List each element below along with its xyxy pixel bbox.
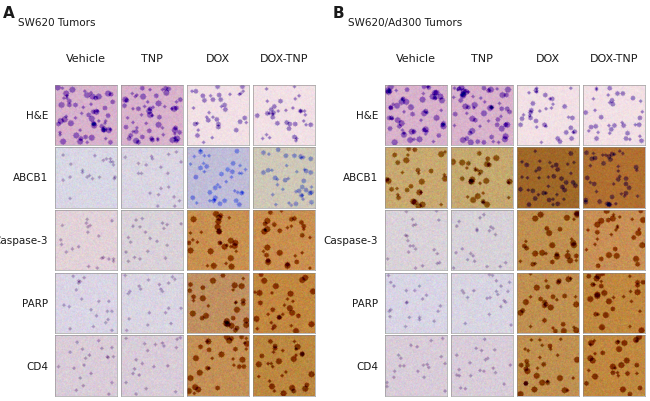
- Text: DOX: DOX: [536, 54, 560, 64]
- Text: ABCB1: ABCB1: [343, 173, 378, 183]
- Text: DOX: DOX: [206, 54, 230, 64]
- Text: ABCB1: ABCB1: [13, 173, 48, 183]
- Text: Vehicle: Vehicle: [66, 54, 106, 64]
- Text: DOX-TNP: DOX-TNP: [590, 54, 638, 64]
- Text: DOX-TNP: DOX-TNP: [260, 54, 308, 64]
- Text: SW620 Tumors: SW620 Tumors: [18, 18, 96, 28]
- Text: Caspase-3: Caspase-3: [324, 236, 378, 245]
- Text: B: B: [333, 6, 344, 21]
- Text: SW620/Ad300 Tumors: SW620/Ad300 Tumors: [348, 18, 462, 28]
- Text: H&E: H&E: [356, 111, 378, 120]
- Text: Caspase-3: Caspase-3: [0, 236, 48, 245]
- Text: TNP: TNP: [471, 54, 493, 64]
- Text: Vehicle: Vehicle: [396, 54, 436, 64]
- Text: A: A: [3, 6, 15, 21]
- Text: PARP: PARP: [22, 298, 48, 308]
- Text: TNP: TNP: [141, 54, 163, 64]
- Text: PARP: PARP: [352, 298, 378, 308]
- Text: CD4: CD4: [356, 361, 378, 371]
- Text: H&E: H&E: [26, 111, 48, 120]
- Text: CD4: CD4: [26, 361, 48, 371]
